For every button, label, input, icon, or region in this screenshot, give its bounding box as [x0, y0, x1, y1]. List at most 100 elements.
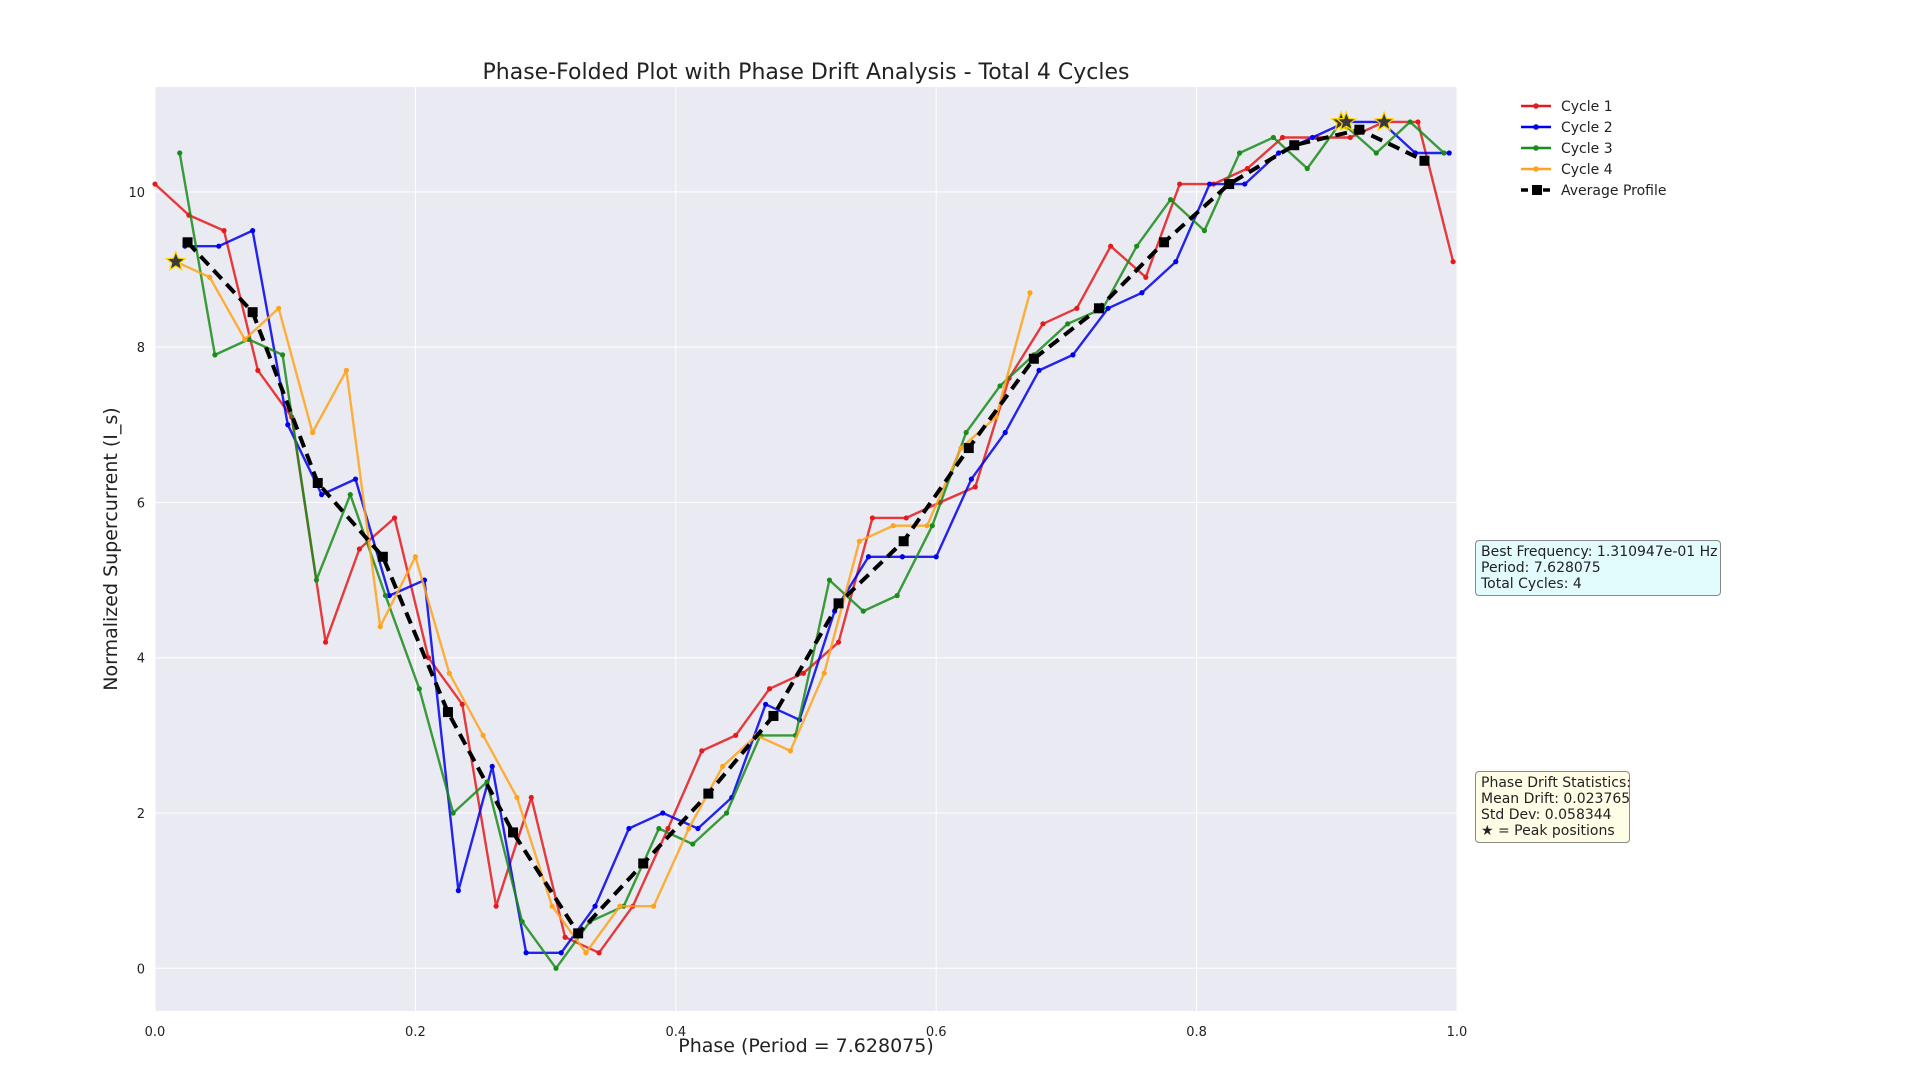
data-point [963, 443, 974, 454]
data-point [1173, 259, 1179, 265]
data-point [489, 763, 495, 770]
y-axis-label: Normalized Supercurrent (I_s) [100, 407, 122, 690]
data-point [958, 445, 964, 451]
series-line [175, 260, 1032, 954]
data-point [279, 352, 286, 358]
data-point [638, 858, 649, 869]
data-point [1028, 353, 1039, 364]
series-line [184, 120, 1450, 954]
data-point [1027, 290, 1033, 296]
data-point [929, 523, 935, 529]
data-point [898, 536, 909, 547]
y-tick-label: 0 [137, 962, 145, 977]
x-tick-label: 0.0 [145, 1025, 166, 1040]
data-point [519, 919, 525, 925]
data-point [626, 825, 632, 832]
data-point [562, 934, 568, 940]
drift-stats-box: Phase Drift Statistics: Mean Drift: 0.02… [1475, 771, 1631, 843]
grid [154, 87, 1458, 1011]
x-axis-label: Phase (Period = 7.628075) [678, 1035, 934, 1057]
data-point [1224, 179, 1235, 190]
legend-marker [1533, 166, 1539, 172]
legend-marker [1533, 103, 1539, 109]
data-point [787, 748, 793, 754]
data-point [1347, 134, 1353, 141]
chart-title: Phase-Folded Plot with Phase Drift Analy… [483, 60, 1130, 85]
x-tick-label: 0.8 [1186, 1025, 1207, 1040]
data-point [343, 367, 349, 374]
data-point [763, 701, 769, 707]
data-point [313, 577, 320, 583]
peak-star-marker [1335, 110, 1358, 132]
data-point [1419, 155, 1430, 166]
data-point [1207, 181, 1213, 187]
y-tick-label: 4 [137, 652, 145, 667]
x-tick-label: 0.2 [405, 1025, 426, 1040]
data-point [860, 608, 866, 614]
data-point [207, 274, 213, 280]
data-point [720, 763, 726, 770]
data-point [656, 825, 662, 832]
series-line [186, 127, 1426, 936]
data-point [523, 950, 529, 956]
data-point [425, 655, 432, 661]
data-point [835, 639, 842, 645]
data-point [1415, 119, 1421, 125]
data-point [1093, 303, 1104, 314]
data-point [894, 592, 900, 599]
data-point [1177, 181, 1183, 187]
data-point [558, 950, 564, 956]
plot-background [155, 87, 1457, 1011]
legend-label: Cycle 2 [1561, 120, 1613, 136]
y-tick-label: 8 [137, 341, 145, 356]
y-tick-label: 10 [128, 186, 145, 201]
legend-item-cycle-2: Cycle 2 [1521, 120, 1613, 136]
data-point [221, 228, 227, 234]
data-point [703, 788, 714, 799]
peak-markers [164, 110, 1396, 272]
y-tick-label: 2 [137, 807, 145, 822]
peak-legend-text: ★ = Peak positions [1481, 823, 1615, 839]
data-point [573, 928, 584, 939]
data-point [903, 515, 909, 521]
data-point [276, 305, 282, 311]
data-point [617, 903, 623, 909]
data-point [972, 484, 978, 490]
x-tick-label: 0.4 [665, 1025, 686, 1040]
mean-drift-text: Mean Drift: 0.023765 [1481, 791, 1631, 807]
data-point [1407, 119, 1413, 125]
data-point [1276, 150, 1282, 156]
frequency-info-box: Best Frequency: 1.310947e-01 Hz Period: … [1475, 540, 1721, 596]
data-point [553, 965, 559, 971]
legend-label: Cycle 3 [1561, 141, 1613, 157]
data-point [1134, 243, 1140, 249]
data-point [1270, 134, 1277, 141]
data-point [997, 383, 1003, 389]
data-point [455, 888, 461, 894]
data-point [695, 825, 701, 832]
data-point [869, 515, 876, 521]
legend-marker [1532, 185, 1542, 195]
legend-item-cycle-4: Cycle 4 [1521, 162, 1613, 178]
legend-label: Cycle 1 [1561, 99, 1613, 115]
legend-item-cycle-3: Cycle 3 [1521, 141, 1613, 157]
x-tick-label: 0.6 [926, 1025, 947, 1040]
data-point [1446, 150, 1452, 156]
data-point [412, 554, 418, 560]
legend-label: Average Profile [1561, 183, 1666, 199]
data-point [212, 352, 218, 358]
data-point [963, 429, 969, 436]
legend-label: Cycle 4 [1561, 162, 1613, 178]
data-point [285, 422, 291, 428]
data-point [386, 592, 392, 599]
data-point [686, 825, 692, 832]
data-point [766, 686, 773, 692]
data-point [660, 810, 666, 816]
data-point [821, 670, 827, 676]
data-point [1002, 429, 1008, 436]
data-point [596, 950, 602, 956]
data-point [1441, 150, 1447, 156]
data-point [1159, 237, 1170, 248]
